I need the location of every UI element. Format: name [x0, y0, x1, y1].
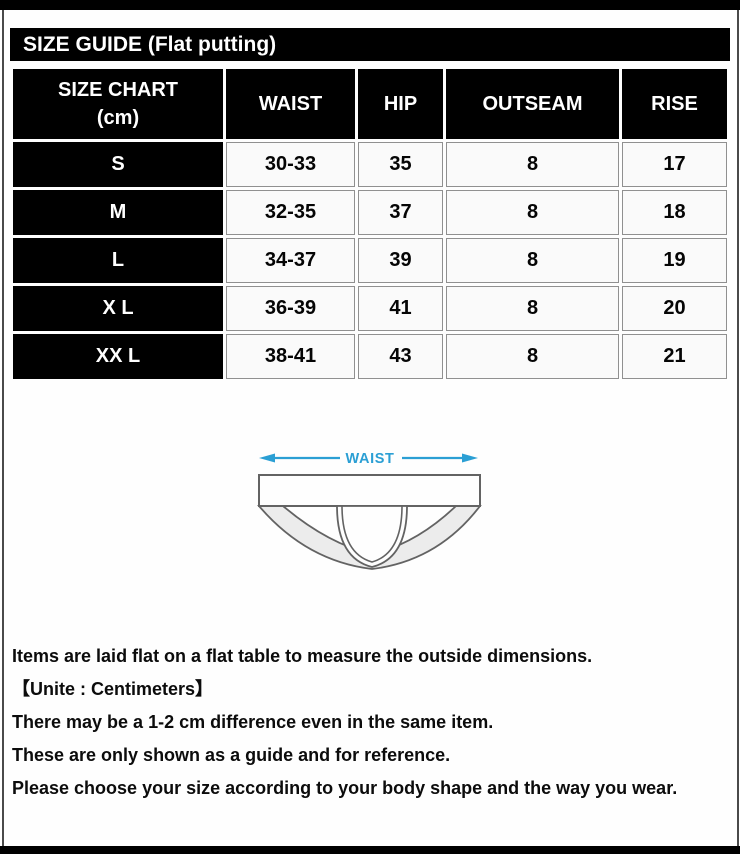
bottom-border-bar	[0, 846, 740, 854]
note-line-reference: These are only shown as a guide and for …	[12, 745, 451, 765]
hip-value-cell: 41	[358, 286, 443, 331]
notes-block: Items are laid flat on a flat table to m…	[12, 640, 726, 805]
top-border-bar	[0, 0, 740, 10]
waist-arrowhead-right-icon	[462, 453, 478, 463]
garment-diagram: WAIST	[257, 451, 482, 570]
outseam-value-cell: 8	[446, 190, 619, 235]
waist-value-cell: 34-37	[226, 238, 355, 283]
header-size-chart-line2: (cm)	[96, 107, 140, 129]
header-hip: HIP	[358, 69, 443, 139]
size-label-cell: X L	[13, 286, 223, 331]
waist-value-cell: 38-41	[226, 334, 355, 379]
outseam-value-cell: 8	[446, 286, 619, 331]
table-row: L 34-37 39 8 19	[13, 238, 727, 283]
title-bar: SIZE GUIDE (Flat putting)	[10, 28, 730, 61]
outseam-value-cell: 8	[446, 334, 619, 379]
hip-value-cell: 35	[358, 142, 443, 187]
rise-value-cell: 18	[622, 190, 727, 235]
hip-value-cell: 43	[358, 334, 443, 379]
size-label-cell: XX L	[13, 334, 223, 379]
pouch-inner-outline	[341, 505, 403, 563]
outseam-value-cell: 8	[446, 238, 619, 283]
size-chart-table: SIZE CHART (cm) WAIST HIP OUTSEAM RISE S…	[10, 66, 730, 382]
left-border-line	[2, 10, 4, 846]
header-waist: WAIST	[226, 69, 355, 139]
waist-value-cell: 30-33	[226, 142, 355, 187]
waistband	[258, 474, 481, 507]
header-size-chart-line1: SIZE CHART	[58, 79, 178, 101]
size-label-cell: S	[13, 142, 223, 187]
hip-value-cell: 39	[358, 238, 443, 283]
hip-value-cell: 37	[358, 190, 443, 235]
rise-value-cell: 20	[622, 286, 727, 331]
rise-value-cell: 21	[622, 334, 727, 379]
rise-value-cell: 19	[622, 238, 727, 283]
waist-arrowhead-left-icon	[259, 453, 275, 463]
header-outseam: OUTSEAM	[446, 69, 619, 139]
table-row: X L 36-39 41 8 20	[13, 286, 727, 331]
right-border-line	[737, 10, 739, 846]
waist-label: WAIST	[346, 451, 395, 467]
table-header-row: SIZE CHART (cm) WAIST HIP OUTSEAM RISE	[13, 69, 727, 139]
size-label-cell: M	[13, 190, 223, 235]
rise-value-cell: 17	[622, 142, 727, 187]
note-line-measure: Items are laid flat on a flat table to m…	[12, 646, 593, 666]
waist-measure-arrow: WAIST	[259, 451, 478, 467]
table-row: S 30-33 35 8 17	[13, 142, 727, 187]
page-title: SIZE GUIDE (Flat putting)	[23, 33, 277, 56]
table-row: M 32-35 37 8 18	[13, 190, 727, 235]
outseam-value-cell: 8	[446, 142, 619, 187]
note-line-difference: There may be a 1-2 cm difference even in…	[12, 712, 494, 732]
waist-value-cell: 32-35	[226, 190, 355, 235]
header-rise: RISE	[622, 69, 727, 139]
header-size-chart: SIZE CHART (cm)	[13, 69, 223, 139]
note-line-choose: Please choose your size according to you…	[12, 778, 678, 798]
size-label-cell: L	[13, 238, 223, 283]
waist-value-cell: 36-39	[226, 286, 355, 331]
table-row: XX L 38-41 43 8 21	[13, 334, 727, 379]
note-line-unit: 【Unite : Centimeters】	[12, 679, 214, 699]
